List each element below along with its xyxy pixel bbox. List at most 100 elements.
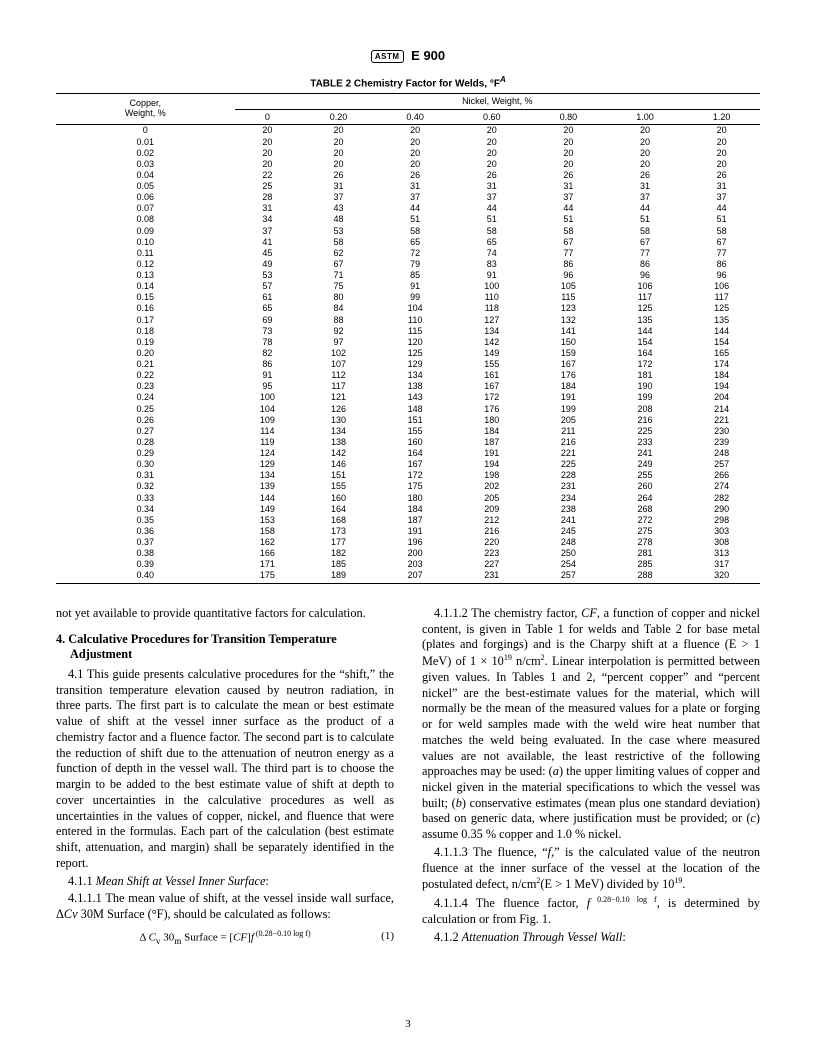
table-cell: 234 xyxy=(530,492,607,503)
table-cell: 0.38 xyxy=(56,548,235,559)
table-cell: 303 xyxy=(683,526,760,537)
p412title: Attenuation Through Vessel Wall xyxy=(462,930,623,944)
right-column: 4.1.1.2 The chemistry factor, CF, a func… xyxy=(422,606,760,950)
table-cell: 86 xyxy=(607,259,684,270)
table-cell: 114 xyxy=(235,425,301,436)
table-cell: 20 xyxy=(683,147,760,158)
table-cell: 115 xyxy=(377,325,454,336)
table-cell: 225 xyxy=(607,425,684,436)
table-cell: 125 xyxy=(377,348,454,359)
table-cell: 71 xyxy=(300,270,377,281)
table-cell: 196 xyxy=(377,537,454,548)
table-row: 0.0834485151515151 xyxy=(56,214,760,225)
table-cell: 0.13 xyxy=(56,270,235,281)
table-row: 0.28119138160187216233239 xyxy=(56,437,760,448)
eq1-cf: CF xyxy=(233,931,247,943)
table-cell: 0.07 xyxy=(56,203,235,214)
table-cell: 149 xyxy=(235,503,301,514)
table-row: 0.25104126148176199208214 xyxy=(56,403,760,414)
table-cell: 248 xyxy=(530,537,607,548)
p-4-1: 4.1 This guide presents calculative proc… xyxy=(56,667,394,872)
table-cell: 191 xyxy=(377,526,454,537)
table-cell: 254 xyxy=(530,559,607,570)
table-cell: 74 xyxy=(453,247,530,258)
table-cell: 199 xyxy=(530,403,607,414)
table-cell: 211 xyxy=(530,425,607,436)
table-cell: 77 xyxy=(607,247,684,258)
table-cell: 125 xyxy=(607,303,684,314)
nickel-col-5: 1.00 xyxy=(607,109,684,124)
table-cell: 298 xyxy=(683,514,760,525)
table-cell: 20 xyxy=(377,136,454,147)
table-cell: 255 xyxy=(607,470,684,481)
table-cell: 194 xyxy=(683,381,760,392)
table-cell: 20 xyxy=(607,158,684,169)
p4112d: . Linear interpolation is permitted betw… xyxy=(422,654,760,778)
table-cell: 151 xyxy=(300,470,377,481)
table-cell: 0.03 xyxy=(56,158,235,169)
table-cell: 130 xyxy=(300,414,377,425)
table-cell: 37 xyxy=(377,192,454,203)
table-cell: 228 xyxy=(530,470,607,481)
table-cell: 204 xyxy=(683,392,760,403)
p-4-1-1-2: 4.1.1.2 The chemistry factor, CF, a func… xyxy=(422,606,760,843)
table-cell: 151 xyxy=(377,414,454,425)
table-cell: 26 xyxy=(530,170,607,181)
equation-1: Δ Cv 30m Surface = [CF]f (0.28−0.10 log … xyxy=(56,929,394,948)
table-cell: 0.04 xyxy=(56,170,235,181)
table-row: 0.0422262626262626 xyxy=(56,170,760,181)
table-cell: 225 xyxy=(530,459,607,470)
table-cell: 96 xyxy=(683,270,760,281)
table-cell: 0.10 xyxy=(56,236,235,247)
table-cell: 20 xyxy=(607,136,684,147)
table-cell: 158 xyxy=(235,526,301,537)
table-cell: 100 xyxy=(235,392,301,403)
table-cell: 142 xyxy=(300,448,377,459)
table-cell: 134 xyxy=(453,325,530,336)
p-4-1-2-head: 4.1.2 Attenuation Through Vessel Wall: xyxy=(422,930,760,946)
table-cell: 20 xyxy=(300,158,377,169)
table-cell: 28 xyxy=(235,192,301,203)
table-cell: 199 xyxy=(607,392,684,403)
table-cell: 230 xyxy=(683,425,760,436)
table-row: 0.33144160180205234264282 xyxy=(56,492,760,503)
chemistry-factor-table: Copper, Weight, % Nickel, Weight, % 00.2… xyxy=(56,93,760,583)
p4114a: 4.1.1.4 The fluence factor, xyxy=(434,896,587,910)
col1-header-l1: Copper, xyxy=(130,98,162,108)
table-cell: 20 xyxy=(453,125,530,137)
table-cell: 216 xyxy=(530,437,607,448)
table-cell: 177 xyxy=(300,537,377,548)
table-cell: 91 xyxy=(235,370,301,381)
table-cell: 220 xyxy=(453,537,530,548)
col1-header-l2: Weight, % xyxy=(125,108,166,118)
table-cell: 110 xyxy=(377,314,454,325)
table-cell: 75 xyxy=(300,281,377,292)
table-cell: 0.15 xyxy=(56,292,235,303)
table-cell: 112 xyxy=(300,370,377,381)
table-cell: 180 xyxy=(453,414,530,425)
table-cell: 78 xyxy=(235,336,301,347)
table-cell: 184 xyxy=(377,503,454,514)
table-cell: 31 xyxy=(377,181,454,192)
nickel-col-4: 0.80 xyxy=(530,109,607,124)
table-cell: 61 xyxy=(235,292,301,303)
table-cell: 144 xyxy=(683,325,760,336)
table-cell: 37 xyxy=(607,192,684,203)
p-4-1-1-1b: 30M Surface (°F), should be calculated a… xyxy=(78,907,331,921)
table-cell: 168 xyxy=(300,514,377,525)
table-cell: 20 xyxy=(453,136,530,147)
table-row: 0.0320202020202020 xyxy=(56,158,760,169)
table-cell: 167 xyxy=(530,359,607,370)
table-cell: 162 xyxy=(235,537,301,548)
table-cell: 0.32 xyxy=(56,481,235,492)
table-cell: 216 xyxy=(607,414,684,425)
table-row: 0.36158173191216245275303 xyxy=(56,526,760,537)
table-cell: 129 xyxy=(235,459,301,470)
table-cell: 227 xyxy=(453,559,530,570)
table-row: 0.1249677983868686 xyxy=(56,259,760,270)
table-cell: 0.30 xyxy=(56,459,235,470)
table-cell: 86 xyxy=(683,259,760,270)
table-cell: 257 xyxy=(530,570,607,583)
table-cell: 266 xyxy=(683,470,760,481)
table-cell: 143 xyxy=(377,392,454,403)
